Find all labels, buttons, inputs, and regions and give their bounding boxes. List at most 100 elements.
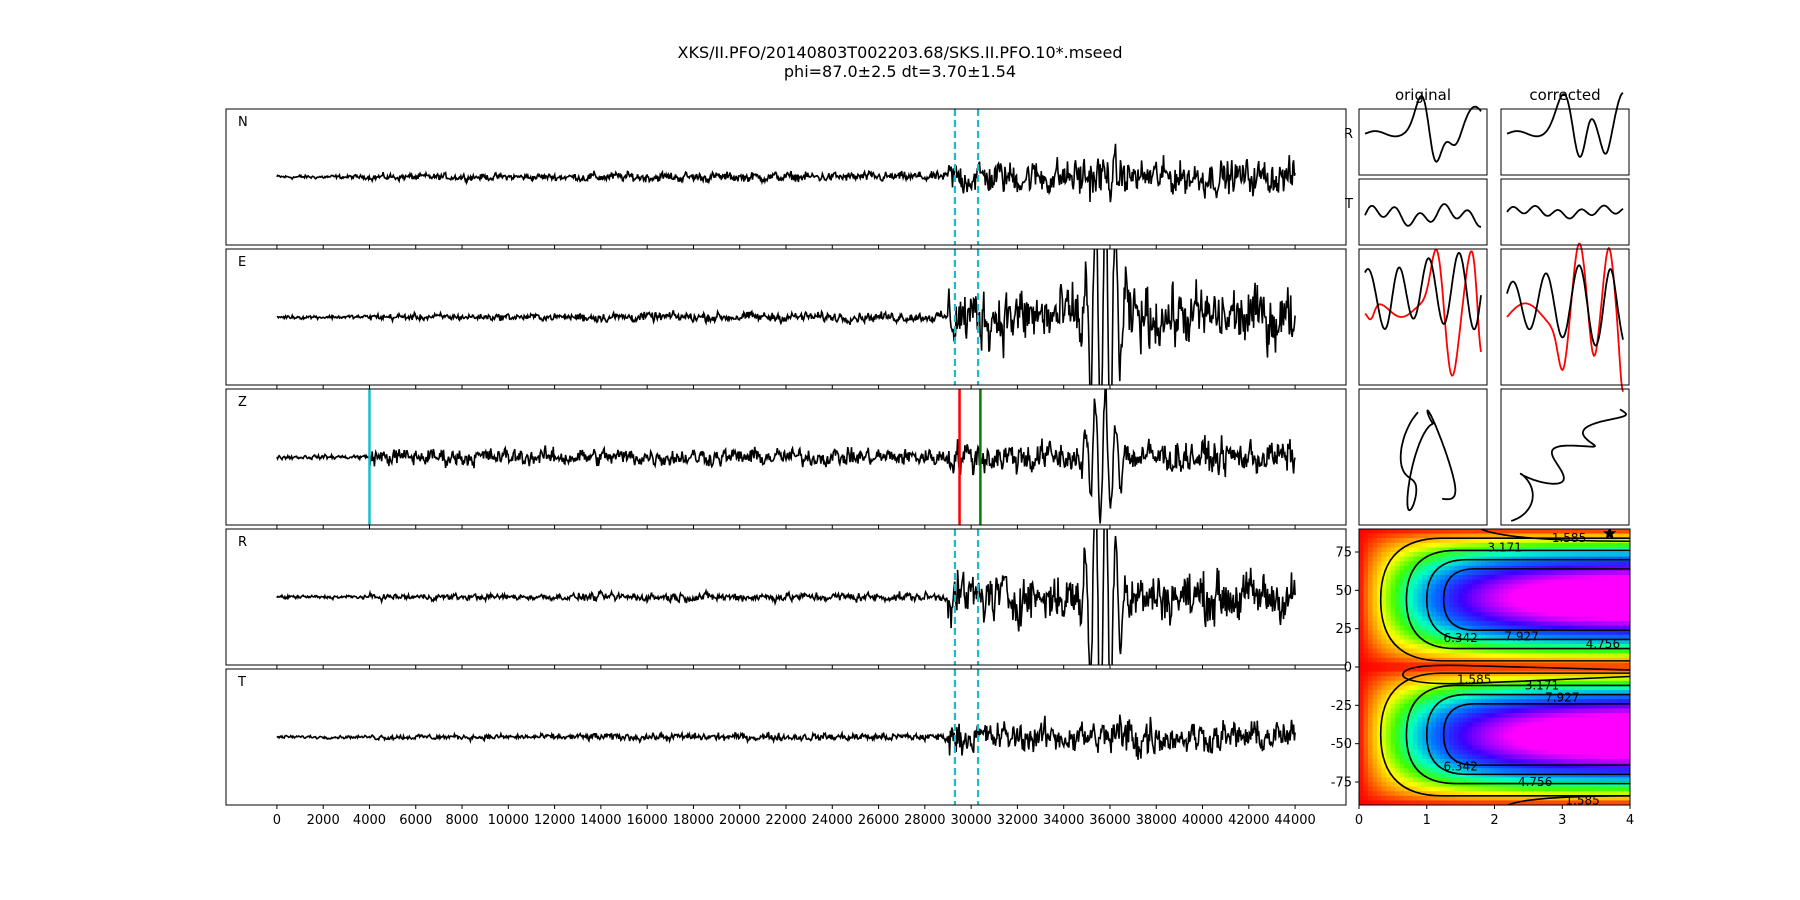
heat-cell [1453,648,1459,654]
heat-cell [1377,703,1383,709]
contour-upper-4 [1442,568,1630,631]
heat-cell [1611,676,1618,682]
heat-cell [1462,598,1468,604]
heat-cell [1453,575,1459,581]
heat-cell [1607,713,1613,719]
heat-cell [1517,791,1523,797]
heat-cell [1489,676,1496,682]
heat-cell [1566,745,1572,751]
heat-cell [1395,611,1401,617]
heat-cell [1422,579,1428,585]
heat-cell [1580,745,1586,751]
heat-cell [1435,703,1441,709]
heat-cell [1422,777,1428,783]
heat-cell [1494,685,1500,691]
heat-cell [1625,763,1630,769]
heat-cell [1517,722,1523,728]
heat-cell [1471,653,1478,659]
heat-cell [1508,593,1514,599]
heat-cell [1467,731,1473,737]
heat-cell [1557,644,1563,650]
heat-cell [1471,713,1478,719]
heat-cell [1458,759,1464,765]
heat-cell [1480,667,1487,673]
heat-cell [1390,625,1396,631]
heat-cell [1566,584,1572,590]
heat-cell [1359,602,1365,608]
heat-cell [1620,726,1627,732]
heat-cell [1557,740,1563,746]
heat-cell [1435,690,1441,696]
heat-cell [1467,575,1473,581]
heat-cell [1512,736,1518,742]
heat-cell [1589,579,1595,585]
heat-cell [1526,662,1532,668]
heat-cell [1589,602,1595,608]
heat-cell [1408,745,1414,751]
heat-cell [1512,653,1518,659]
heat-cell [1381,680,1387,686]
heat-cell [1607,763,1613,769]
heat-cell [1431,690,1437,696]
heat-cell [1517,736,1523,742]
heat-cell [1381,547,1387,553]
heat-cell [1584,731,1590,737]
heat-cell [1508,690,1514,696]
heat-cell [1431,772,1437,778]
x-tick-label: 36000 [1089,813,1130,828]
heat-cell [1431,542,1437,548]
heat-cell [1598,685,1604,691]
heat-cell [1607,726,1613,732]
heat-cell [1620,703,1627,709]
heat-cell [1571,786,1577,792]
heat-cell [1580,616,1586,622]
heat-cell [1458,795,1464,801]
heat-cell [1467,542,1473,548]
heat-cell [1517,740,1523,746]
heat-cell [1499,542,1505,548]
heat-cell [1431,625,1437,631]
heat-cell [1458,777,1464,783]
heat-cell [1408,713,1414,719]
heat-cell [1517,680,1523,686]
heat-cell [1553,639,1559,645]
heat-cell [1548,791,1554,797]
heat-cell [1616,708,1622,714]
heat-cell [1399,749,1405,755]
heat-cell [1480,593,1487,599]
heat-cell [1404,717,1410,723]
heat-cell [1440,731,1446,737]
heat-cell [1526,745,1532,751]
small-frame-corrected-2 [1500,248,1630,386]
heat-cell [1386,602,1392,608]
heat-cell [1620,713,1627,719]
heat-cell [1521,625,1527,631]
heat-cell [1548,759,1554,765]
heat-cell [1557,736,1563,742]
heat-cell [1453,653,1459,659]
heat-cell [1553,722,1559,728]
heat-cell [1435,552,1441,558]
heat-cell [1453,745,1459,751]
contour-top [1480,529,1630,543]
heat-cell [1521,782,1527,788]
heat-cell [1625,616,1630,622]
heat-cell [1390,717,1396,723]
heat-cell [1363,699,1369,705]
heat-cell [1386,749,1392,755]
heat-cell [1557,731,1563,737]
heat-cell [1593,648,1599,654]
heat-cell [1517,607,1523,613]
heat-cell [1467,690,1473,696]
heat-cell [1471,782,1478,788]
heat-cell [1359,685,1365,691]
heat-cell [1620,552,1627,558]
heat-cell [1462,782,1468,788]
heat-cell [1368,611,1374,617]
heat-cell [1372,690,1378,696]
heat-cell [1489,740,1496,746]
heat-cell [1372,722,1378,728]
heat-cell [1413,713,1419,719]
heat-cell [1404,657,1410,663]
heat-cell [1395,777,1401,783]
